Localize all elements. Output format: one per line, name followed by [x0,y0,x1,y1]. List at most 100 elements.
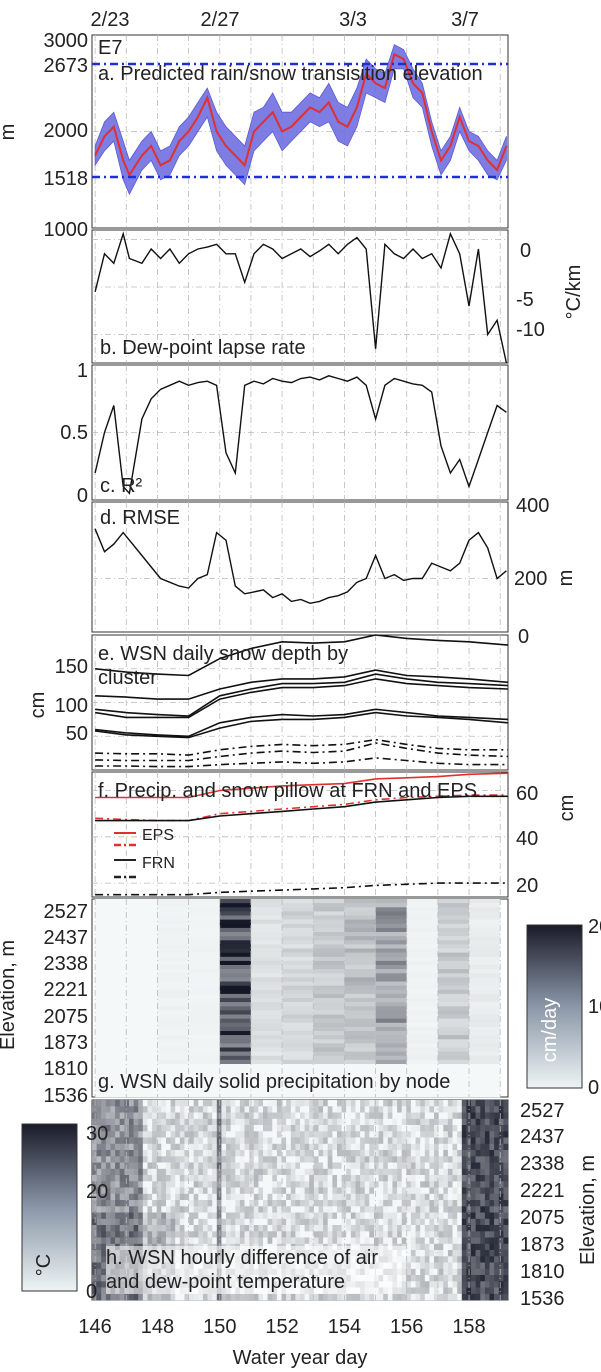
heatmap-cell [410,1237,416,1244]
heatmap-cell [437,1059,470,1065]
heatmap-cell [484,1150,490,1157]
heatmap-cell [469,989,501,995]
heatmap-cell [216,1187,222,1194]
heatmap-cell [239,1181,245,1188]
heatmap-cell [157,948,189,953]
heatmap-cell [157,1002,189,1007]
heatmap-cell [420,1131,426,1138]
heatmap-cell [202,1200,208,1207]
heatmap-cell [392,1143,398,1151]
heatmap-cell [327,1212,333,1219]
heatmap-cell [96,1287,102,1294]
heatmap-cell [170,1150,176,1157]
heatmap-cell [374,1118,379,1126]
heatmap-cell [188,965,220,970]
heatmap-cell [484,1287,490,1294]
heatmap-cell [250,989,283,995]
heatmap-cell [364,1143,370,1151]
heatmap-cell [244,1200,250,1207]
heatmap-cell [235,1237,241,1244]
heatmap-cell [189,1150,194,1157]
heatmap-cell [480,1237,486,1244]
heatmap-cell [443,1206,449,1213]
heatmap-cell [498,1275,504,1282]
heatmap-cell [166,1118,171,1126]
heatmap-cell [219,956,251,962]
heatmap-cell [179,1100,185,1107]
heatmap-cell [207,1193,213,1201]
heatmap-cell [313,965,345,970]
heatmap-cell [438,1150,444,1157]
heatmap-cell [392,1100,398,1107]
heatmap-cell [437,927,470,933]
heatmap-cell [105,1206,111,1213]
heatmap-cell [179,1137,185,1144]
heatmap-cell [471,1231,476,1238]
heatmap-cell [207,1131,213,1138]
heatmap-cell [272,1225,278,1232]
heatmap-cell [469,1088,501,1094]
heatmap-cell [375,1084,407,1089]
heatmap-cell [406,1281,412,1288]
heatmap-cell [360,1112,365,1119]
heatmap-cell [355,1293,361,1301]
heatmap-cell [434,1250,439,1257]
heatmap-cell [397,1125,402,1132]
panel-b: b. Dew-point lapse rate 0 -5 -10 °C/km [91,229,585,364]
heatmap-cell [175,1206,181,1213]
heatmap-cell [494,1100,499,1107]
heatmap-cell [161,1231,167,1238]
heatmap-cell [249,1150,255,1157]
heatmap-cell [157,1018,189,1023]
heatmap-cell [374,1225,379,1232]
heatmap-cell [443,1218,449,1226]
heatmap-cell [166,1175,171,1182]
heatmap-cell [119,1237,125,1244]
heatmap-cell [309,1293,315,1301]
heatmap-cell [282,919,314,924]
heatmap-cell [189,1162,194,1169]
heatmap-cell [424,1118,430,1126]
heatmap-cell [364,1206,370,1213]
heatmap-cell [471,1193,476,1201]
heatmap-cell [447,1100,453,1107]
heatmap-cell [429,1262,435,1269]
heatmap-cell [193,1212,199,1219]
heatmap-cell [157,927,189,933]
heatmap-cell [489,1256,495,1263]
heatmap-cell [281,1168,287,1176]
heatmap-cell [498,1218,504,1226]
heatmap-cell [406,985,438,990]
heatmap-cell [300,1143,305,1151]
heatmap-cell [344,1068,376,1073]
heatmap-cell [457,1237,463,1244]
heatmap-cell [346,1175,352,1182]
heatmap-cell [198,1175,204,1182]
heatmap-cell [309,1100,315,1107]
heatmap-cell [494,1143,499,1151]
heatmap-cell [313,1039,345,1044]
panel-e-ylabel: cm [27,692,49,719]
panel-f-ytick: 40 [516,828,538,850]
heatmap-cell [406,1225,412,1232]
heatmap-cell [378,1225,384,1232]
heatmap-cell [189,1293,194,1301]
heatmap-cell [230,1187,236,1194]
heatmap-cell [374,1137,379,1144]
heatmap-cell [219,1031,251,1036]
heatmap-cell [313,1175,319,1182]
heatmap-cell [375,899,407,904]
heatmap-cell [471,1200,476,1207]
heatmap-cell [290,1181,296,1188]
heatmap-cell [175,1143,181,1151]
heatmap-cell [219,965,251,970]
heatmap-cell [434,1218,439,1226]
panel-h-title: h. WSN hourly difference of air and dew-… [106,1246,406,1294]
heatmap-cell [133,1237,139,1244]
heatmap-cell [304,1150,310,1157]
heatmap-cell [175,1212,181,1219]
heatmap-cell [272,1137,278,1144]
heatmap-cell [212,1237,218,1244]
heatmap-cell [267,1137,273,1144]
heatmap-cell [438,1168,444,1176]
